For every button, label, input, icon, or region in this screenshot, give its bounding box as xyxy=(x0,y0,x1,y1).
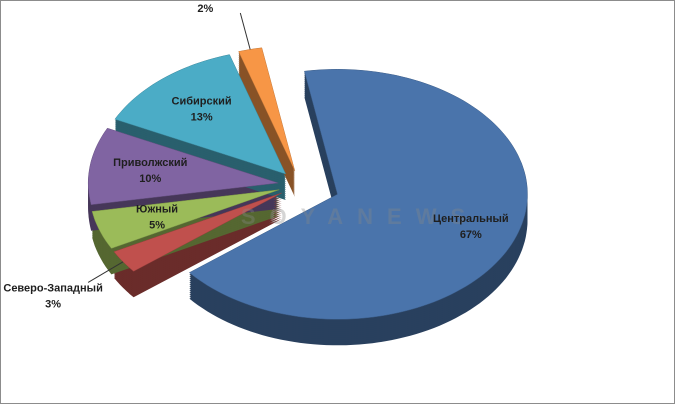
slice-label: Сибирский xyxy=(172,95,232,107)
value-label: 2% xyxy=(197,3,213,15)
slice xyxy=(91,189,280,249)
slice-label: Приволжский xyxy=(113,157,187,169)
watermark: SOYANEWS xyxy=(241,204,479,229)
slice-label: Южный xyxy=(136,203,178,215)
slice-label: Центральный xyxy=(433,213,509,225)
value-label: 3% xyxy=(45,298,61,310)
slice-label: Северо-Западный xyxy=(3,282,102,294)
value-label: 5% xyxy=(149,219,165,231)
value-label: 10% xyxy=(139,173,161,185)
slice xyxy=(188,69,528,320)
slice xyxy=(87,127,279,205)
leader-line xyxy=(87,261,124,283)
slice xyxy=(114,54,287,175)
value-label: 13% xyxy=(191,111,213,123)
value-label: 67% xyxy=(460,229,482,241)
leader-line xyxy=(239,12,251,50)
